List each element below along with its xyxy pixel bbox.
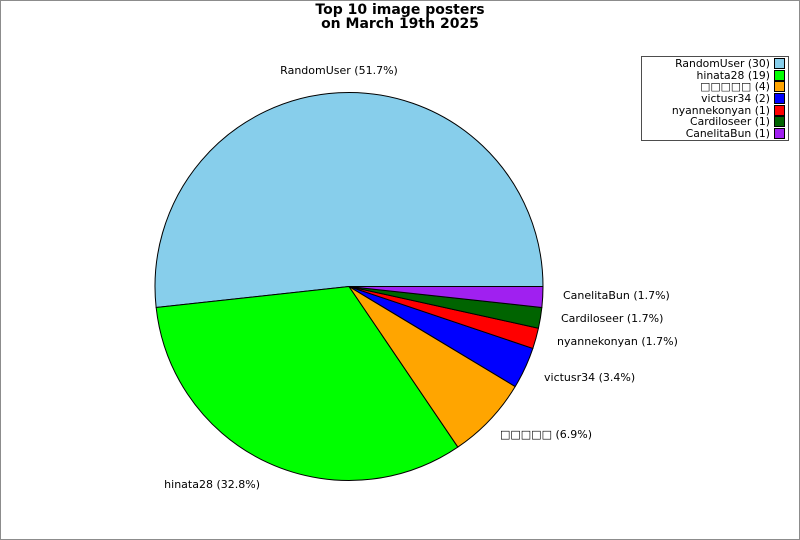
pie-slice-canelitabun xyxy=(348,286,544,308)
legend-item-nyannekonyan: nyannekonyan (1) xyxy=(644,104,785,116)
chart-title-line2: on March 19th 2025 xyxy=(321,15,479,32)
legend-swatch xyxy=(774,69,785,81)
legend-swatch xyxy=(774,116,785,128)
legend-label: hinata28 (19) xyxy=(696,68,771,82)
legend-item-unknown-glyph-user: □□□□□ (4) xyxy=(644,81,785,93)
legend-label: RandomUser (30) xyxy=(675,57,770,71)
pie-slice-randomuser xyxy=(154,92,544,308)
pie-slice-hinata28 xyxy=(155,286,459,481)
slice-label-cardiloseer: Cardiloseer (1.7%) xyxy=(561,312,664,325)
legend-item-randomuser: RandomUser (30) xyxy=(644,58,785,70)
legend-label: nyannekonyan (1) xyxy=(671,103,770,117)
slice-label-unknown-glyph-user: □□□□□ (6.9%) xyxy=(500,428,592,441)
legend-swatch xyxy=(774,104,785,116)
legend-swatch xyxy=(774,127,785,139)
legend-item-cardiloseer: Cardiloseer (1) xyxy=(644,116,785,128)
legend: RandomUser (30) hinata28 (19) □□□□□ (4) vic… xyxy=(641,56,789,141)
slice-label-victusr34: victusr34 (3.4%) xyxy=(544,371,636,384)
slice-label-hinata28: hinata28 (32.8%) xyxy=(164,478,260,491)
legend-label: victusr34 (2) xyxy=(701,92,770,106)
legend-label: □□□□□ (4) xyxy=(700,80,770,94)
slice-label-nyannekonyan: nyannekonyan (1.7%) xyxy=(557,335,678,348)
legend-item-hinata28: hinata28 (19) xyxy=(644,68,785,82)
legend-item-canelitabun: CanelitaBun (1) xyxy=(644,127,785,139)
legend-swatch xyxy=(774,58,785,70)
slice-label-randomuser: RandomUser (51.7%) xyxy=(280,64,398,77)
legend-swatch xyxy=(774,81,785,93)
legend-label: Cardiloseer (1) xyxy=(690,115,770,129)
chart-title-line1: Top 10 image posters xyxy=(315,2,485,18)
legend-swatch xyxy=(774,93,785,105)
slice-label-canelitabun: CanelitaBun (1.7%) xyxy=(563,289,670,302)
chart-title: Top 10 image posters on March 19th 2025 xyxy=(1,2,799,32)
legend-label: CanelitaBun (1) xyxy=(685,126,770,140)
legend-item-victusr34: victusr34 (2) xyxy=(644,93,785,105)
